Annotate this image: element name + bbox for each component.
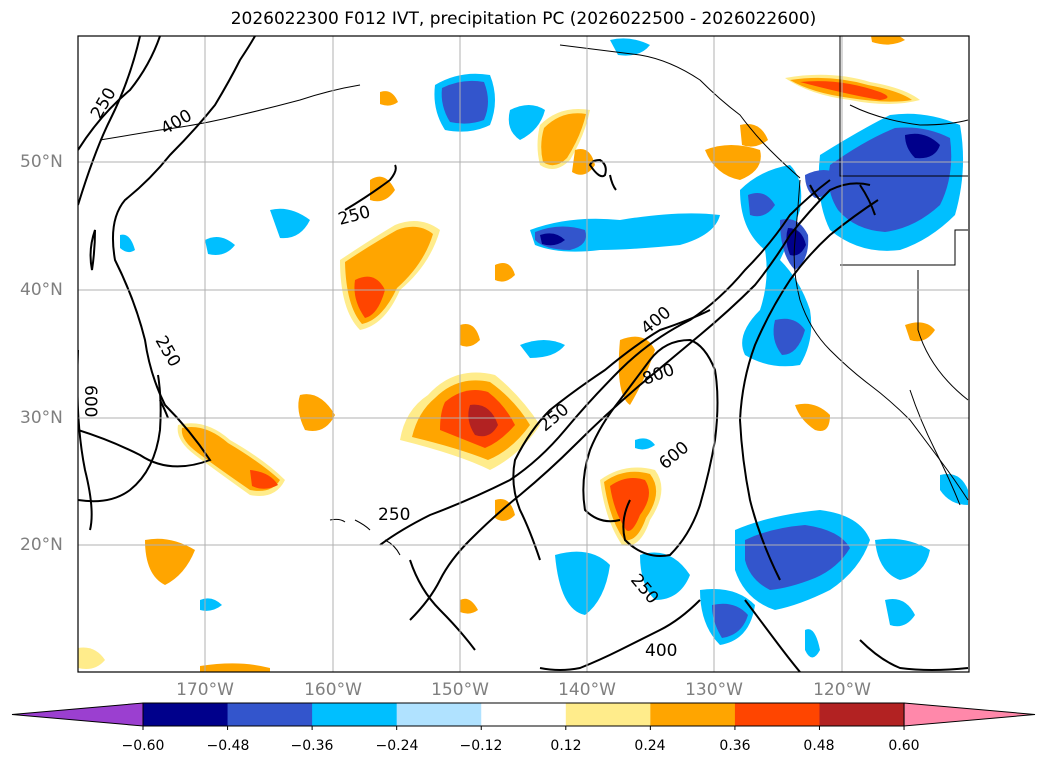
- colorbar-extend-low: [11, 702, 144, 727]
- colorbar-tick: 0.60: [888, 738, 920, 754]
- colorbar-extend-high: [903, 702, 1036, 727]
- contour-label: 400: [645, 641, 677, 661]
- colorbar-frame: [142, 702, 905, 727]
- lat-label: 40°N: [20, 280, 63, 300]
- colorbar-segment: [481, 703, 567, 726]
- contour-label: 250: [336, 202, 373, 230]
- colorbar-segment: [396, 703, 482, 726]
- contour-label: 250: [378, 505, 410, 525]
- colorbar-tick: 0.36: [719, 738, 751, 754]
- lon-label: 170°W: [176, 680, 234, 700]
- colorbar-tick: −0.24: [375, 738, 419, 754]
- coastlines: [99, 36, 969, 556]
- colorbar-tick: 0.24: [634, 738, 666, 754]
- colorbar-segment: [565, 703, 651, 726]
- map-title: 2026022300 F012 IVT, precipitation PC (2…: [230, 9, 817, 29]
- colorbar-tick: 0.48: [803, 738, 835, 754]
- colorbar-tick: −0.60: [121, 738, 165, 754]
- map-frame: [77, 35, 970, 673]
- ivt-contours: [78, 36, 969, 672]
- colorbar-segment: [819, 703, 905, 726]
- lon-label: 150°W: [431, 680, 489, 700]
- contour-label: 250: [151, 333, 185, 371]
- contour-label: 600: [80, 385, 100, 417]
- colorbar: [11, 702, 1036, 730]
- colorbar-segment: [734, 703, 820, 726]
- colorbar-tick: −0.36: [290, 738, 334, 754]
- colorbar-tick: −0.12: [459, 738, 503, 754]
- lon-label: 160°W: [304, 680, 362, 700]
- lat-label: 20°N: [20, 535, 63, 555]
- colorbar-segment: [143, 703, 229, 726]
- colorbar-segment: [312, 703, 398, 726]
- lon-label: 140°W: [558, 680, 616, 700]
- contour-label: 400: [637, 303, 675, 339]
- lat-label: 50°N: [20, 152, 63, 172]
- colorbar-tick: 0.12: [550, 738, 582, 754]
- contour-label: 600: [655, 438, 693, 474]
- gridlines: [78, 36, 969, 672]
- colorbar-tick: −0.48: [206, 738, 250, 754]
- contour-label: 250: [535, 400, 573, 436]
- lon-label: 120°W: [813, 680, 871, 700]
- colorbar-segment: [650, 703, 736, 726]
- colorbar-segment: [227, 703, 313, 726]
- precip-positive-regions: [78, 36, 935, 672]
- lon-label: 130°W: [685, 680, 743, 700]
- lat-label: 30°N: [20, 408, 63, 428]
